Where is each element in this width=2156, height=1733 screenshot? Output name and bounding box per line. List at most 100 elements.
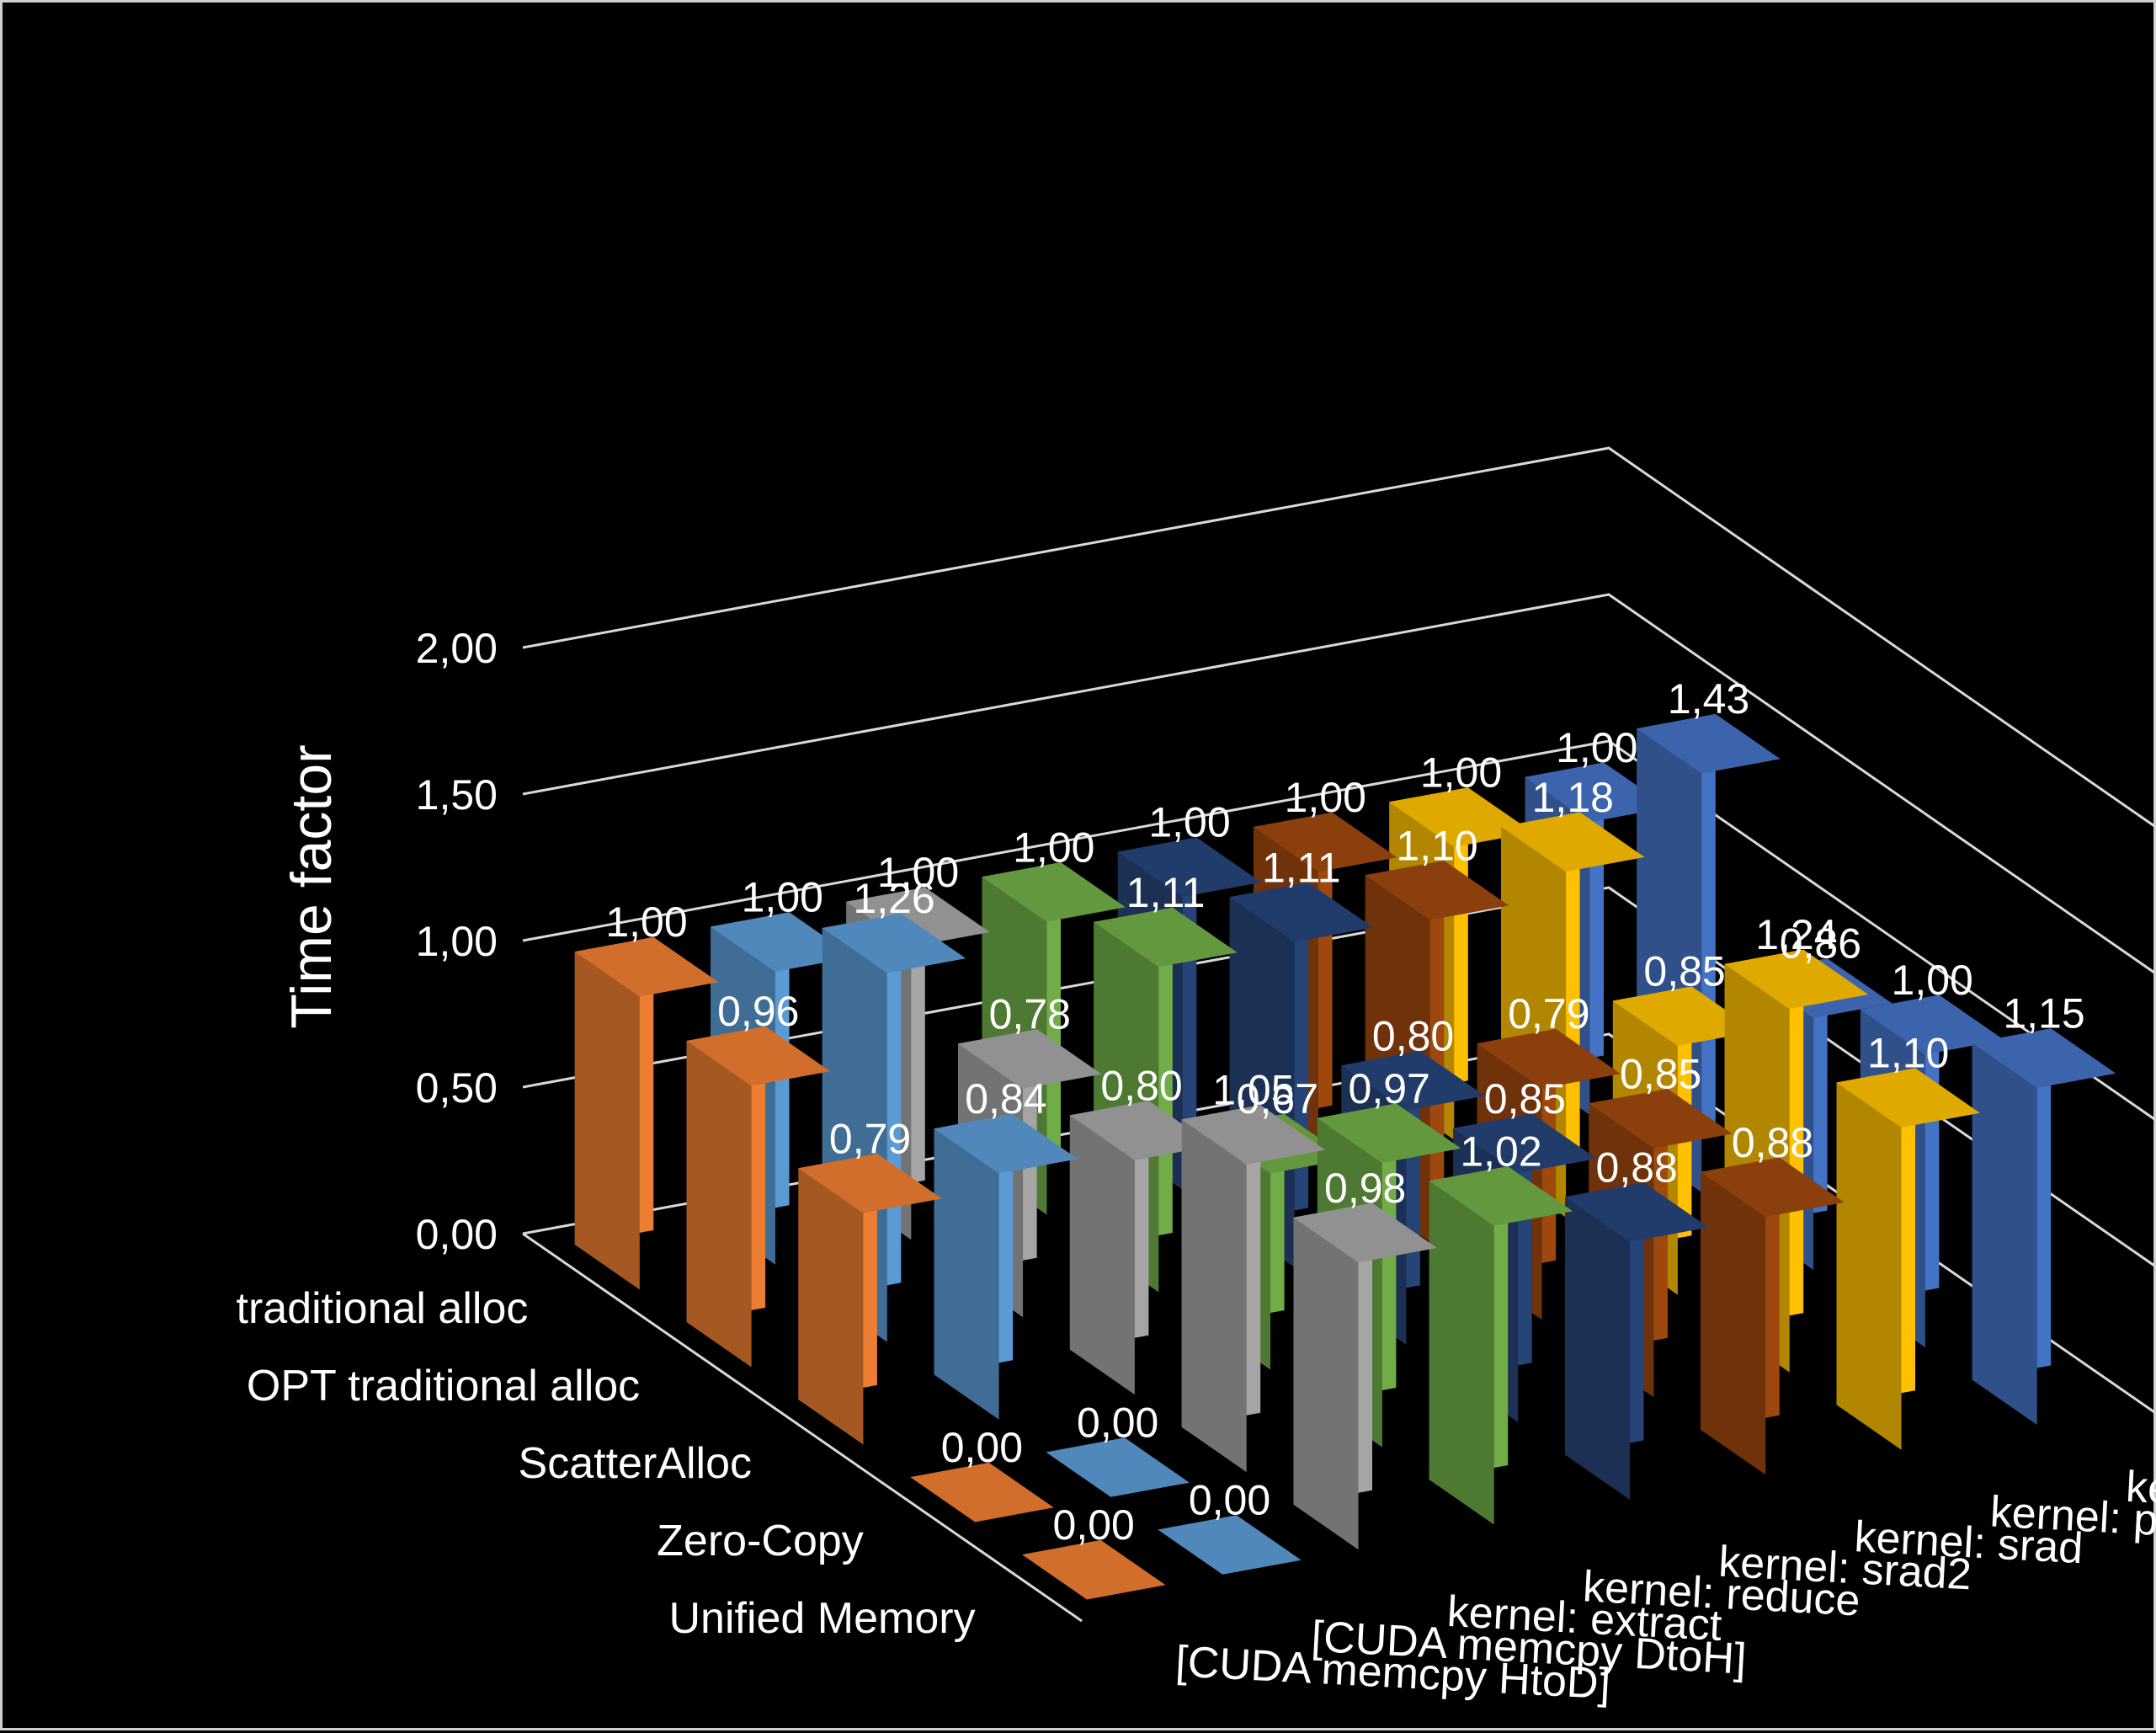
category-label: ScatterAlloc <box>519 1439 752 1488</box>
bar-top <box>1860 994 2004 1055</box>
bar-face-right <box>1972 1042 2037 1426</box>
data-label: 0,85 <box>1643 948 1725 995</box>
data-label: 0,00 <box>1189 1477 1270 1524</box>
data-label: 1,11 <box>1126 869 1206 916</box>
data-label: 0,88 <box>1596 1144 1678 1191</box>
data-label: 1,24 <box>1755 911 1837 958</box>
bar-top <box>1501 812 1645 872</box>
bar-top <box>711 912 854 972</box>
bar <box>798 1154 942 1445</box>
data-label: 1,00 <box>1148 799 1230 846</box>
data-label: 0,00 <box>1053 1501 1135 1549</box>
bar-top <box>958 1029 1102 1089</box>
bar <box>1972 1028 2116 1426</box>
data-label: 0,80 <box>1372 1012 1454 1059</box>
bar <box>1046 1437 1190 1497</box>
data-label: 0,67 <box>1237 1075 1318 1122</box>
axis-layer: 0,00 0,50 1,00 1,50 2,00 traditional alloc OPT… <box>237 625 2156 1709</box>
bar <box>686 1026 831 1368</box>
bar-top <box>910 1462 1054 1522</box>
bar-top <box>1254 812 1397 872</box>
bar <box>910 1462 1054 1522</box>
data-label: 1,00 <box>1420 749 1502 796</box>
bar <box>1293 1202 1437 1550</box>
bar <box>1565 1182 1709 1500</box>
bar-face-right <box>798 1168 864 1445</box>
bar-top <box>822 913 966 973</box>
bar-face-right <box>686 1041 752 1368</box>
bar <box>1158 1515 1302 1575</box>
data-label: 1,10 <box>1396 822 1477 869</box>
data-label: 0,84 <box>965 1075 1046 1122</box>
bar-top <box>1117 837 1262 897</box>
data-label: 0,96 <box>717 988 799 1035</box>
bar-top <box>1365 861 1509 920</box>
data-label: 1,00 <box>1013 824 1094 871</box>
bar-top <box>1022 1539 1166 1600</box>
bar <box>574 936 719 1290</box>
data-label: 1,43 <box>1668 675 1749 723</box>
bar-top <box>798 1154 942 1213</box>
y-tick-label: 1,50 <box>416 771 498 819</box>
bars-layer <box>574 713 2116 1600</box>
bar-top <box>1836 1068 1980 1128</box>
bar-face-right <box>1701 1171 1766 1475</box>
category-label: OPT traditional alloc <box>247 1362 640 1410</box>
bar-top <box>1094 907 1238 968</box>
bar <box>1022 1539 1166 1600</box>
category-label: Unified Memory <box>668 1594 975 1643</box>
bar-top <box>1317 1103 1461 1163</box>
bar-face-right <box>1293 1217 1359 1550</box>
data-label: 1,00 <box>605 898 687 946</box>
gridline <box>522 593 2156 976</box>
y-tick-label: 1,00 <box>416 918 498 965</box>
bar <box>934 1114 1078 1420</box>
series-label: kernel: srad <box>1853 1512 2084 1573</box>
data-label: 0,98 <box>1324 1165 1406 1212</box>
y-axis-title: Time factor <box>279 744 343 1029</box>
data-label: 1,15 <box>2003 990 2084 1037</box>
data-label: 1,00 <box>1892 957 1973 1004</box>
data-label: 0,85 <box>1484 1075 1566 1122</box>
data-label: 0,86 <box>1780 920 1861 968</box>
bar-top <box>1158 1515 1302 1575</box>
data-label: 0,88 <box>1732 1119 1813 1166</box>
bar-top <box>1046 1437 1190 1497</box>
bar-top <box>846 887 990 947</box>
bar-face-right <box>1181 1119 1247 1473</box>
bar-top <box>1069 1101 1214 1160</box>
bar <box>1181 1105 1326 1473</box>
bar-face-right <box>1565 1197 1630 1500</box>
bar-top <box>1453 1113 1597 1174</box>
chart-svg: 1,001,001,431,00 1,180,861,00 1,100,85 1,00… <box>237 446 2156 1709</box>
data-label: 1,00 <box>1285 774 1366 821</box>
bar-top <box>934 1114 1078 1174</box>
data-label: 0,80 <box>1100 1063 1182 1110</box>
data-label: 1,00 <box>742 874 823 921</box>
data-label: 0,97 <box>1349 1065 1430 1112</box>
data-label: 1,00 <box>1556 724 1637 771</box>
labels-layer: 1,001,001,431,00 1,180,861,00 1,100,85 1,00… <box>605 675 2084 1549</box>
data-label: 1,02 <box>1460 1128 1541 1175</box>
bar-top <box>686 1026 831 1086</box>
bar-top <box>1229 882 1374 942</box>
bar-face-right <box>574 952 640 1290</box>
data-label: 0,00 <box>941 1424 1023 1471</box>
data-label: 0,85 <box>1620 1050 1701 1097</box>
bar-top <box>1637 713 1781 774</box>
bar-top <box>982 862 1126 922</box>
bar-top <box>1429 1166 1573 1226</box>
data-label: 1,10 <box>1867 1030 1949 1077</box>
y-tick-label: 0,50 <box>416 1064 498 1112</box>
bar-face-right <box>1429 1181 1494 1525</box>
data-label: 1,00 <box>877 849 959 896</box>
floor-edge-categories <box>522 1232 1083 1623</box>
bar-top <box>1972 1028 2116 1088</box>
gridline <box>522 739 2156 1122</box>
bar-top <box>1701 1157 1845 1218</box>
data-label: 0,00 <box>1077 1400 1158 1447</box>
bar-top <box>1565 1182 1709 1242</box>
category-label: traditional alloc <box>237 1284 529 1333</box>
data-label: 0,79 <box>829 1115 911 1162</box>
